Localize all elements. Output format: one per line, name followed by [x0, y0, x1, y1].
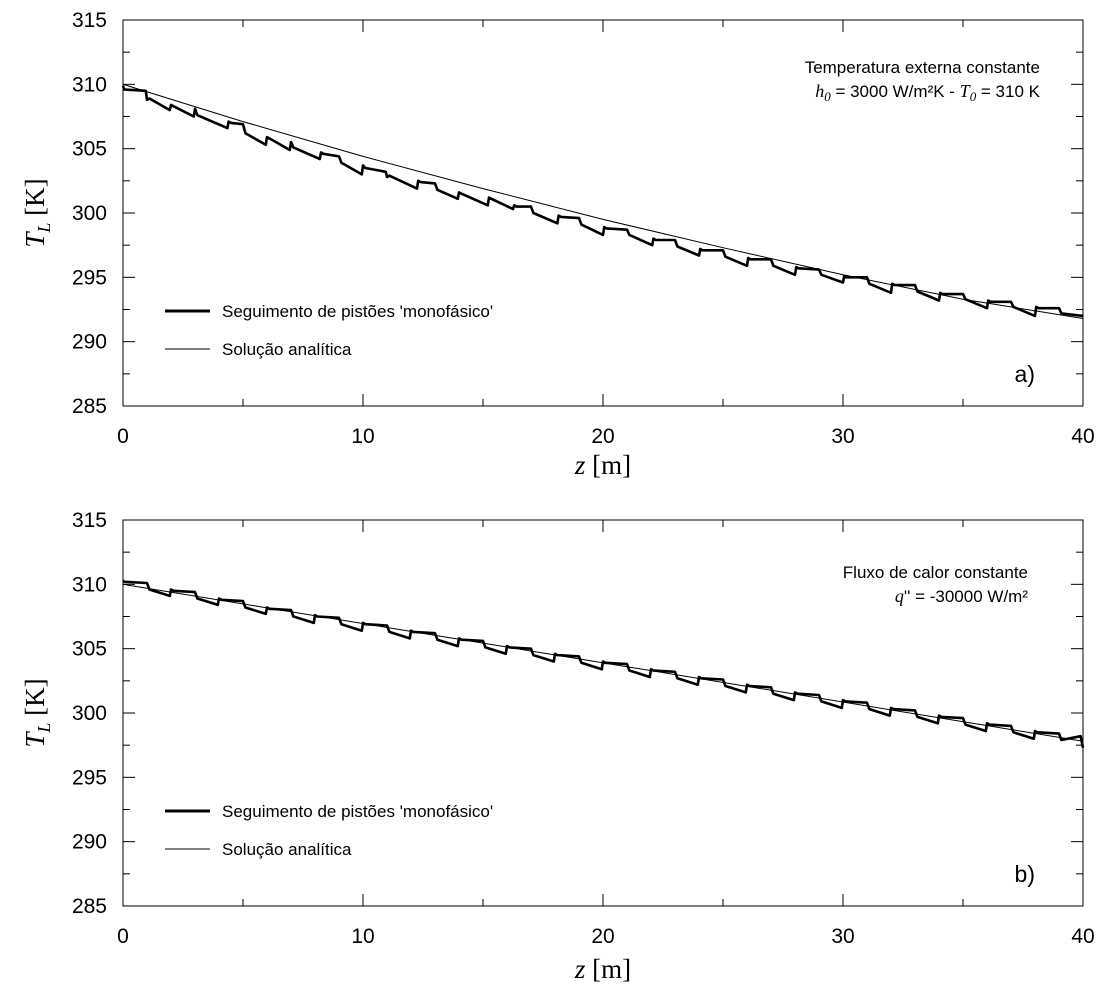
y-tick-label: 285 [72, 895, 107, 918]
series-line-piston-tracking [122, 579, 1085, 748]
chart-panel-a: 0 10 20 30 40 285 290 295 300 305 310 315 z [m] TL… [20, 9, 1095, 480]
x-tick-label: 0 [117, 925, 129, 948]
series-line-piston-tracking [121, 85, 1084, 318]
y-tick-label: 310 [72, 573, 107, 596]
y-axis-label: TL [K] [20, 678, 54, 747]
annotation-line-2: q'' = -30000 W/m² [895, 586, 1028, 606]
x-tick-label: 40 [1071, 425, 1094, 448]
x-tick-label: 10 [351, 425, 374, 448]
x-tick-label: 20 [591, 925, 614, 948]
panel-label: a) [1015, 361, 1035, 387]
x-tick-label: 0 [117, 425, 129, 448]
series-line-analytic-solution [122, 583, 1084, 742]
x-tick-label: 20 [591, 425, 614, 448]
x-axis-label: z [m] [574, 450, 631, 480]
y-tick-label: 300 [72, 702, 107, 725]
annotation-line-2: h0 = 3000 W/m²K - T0 = 310 K [815, 81, 1040, 104]
panel-label: b) [1015, 861, 1035, 887]
x-tick-label: 30 [831, 925, 854, 948]
y-axis-label: TL [K] [20, 178, 54, 247]
y-tick-label: 315 [72, 509, 107, 532]
x-tick-label: 40 [1071, 925, 1094, 948]
y-tick-labels: 285 290 295 300 305 310 315 [72, 509, 107, 918]
axis-ticks [122, 19, 1084, 407]
axis-ticks [122, 519, 1084, 907]
legend-label-piston: Seguimento de pistões 'monofásico' [222, 802, 493, 821]
y-tick-label: 305 [72, 138, 107, 161]
chart-panel-b: 0 10 20 30 40 285 290 295 300 305 310 315 z [m] TL… [20, 509, 1095, 984]
y-tick-label: 295 [72, 266, 107, 289]
y-tick-label: 305 [72, 638, 107, 661]
annotation-line-1: Fluxo de calor constante [843, 563, 1028, 582]
legend-label-analytic: Solução analítica [222, 840, 352, 859]
series-group [122, 579, 1085, 748]
y-tick-label: 290 [72, 831, 107, 854]
x-tick-labels: 0 10 20 30 40 [117, 425, 1095, 448]
y-tick-labels: 285 290 295 300 305 310 315 [72, 9, 107, 418]
series-group [121, 83, 1084, 319]
y-tick-label: 300 [72, 202, 107, 225]
x-axis-label: z [m] [574, 954, 631, 984]
x-tick-labels: 0 10 20 30 40 [117, 925, 1095, 948]
annotation-line-1: Temperatura externa constante [805, 58, 1040, 77]
y-tick-label: 315 [72, 9, 107, 32]
y-tick-label: 295 [72, 766, 107, 789]
x-tick-label: 30 [831, 425, 854, 448]
legend-label-analytic: Solução analítica [222, 340, 352, 359]
series-line-analytic-solution [122, 83, 1084, 319]
x-tick-label: 10 [351, 925, 374, 948]
y-tick-label: 285 [72, 395, 107, 418]
legend-label-piston: Seguimento de pistões 'monofásico' [222, 302, 493, 321]
legend: Seguimento de pistões 'monofásico' Soluç… [165, 302, 493, 359]
y-tick-label: 290 [72, 331, 107, 354]
legend: Seguimento de pistões 'monofásico' Soluç… [165, 802, 493, 859]
y-tick-label: 310 [72, 73, 107, 96]
